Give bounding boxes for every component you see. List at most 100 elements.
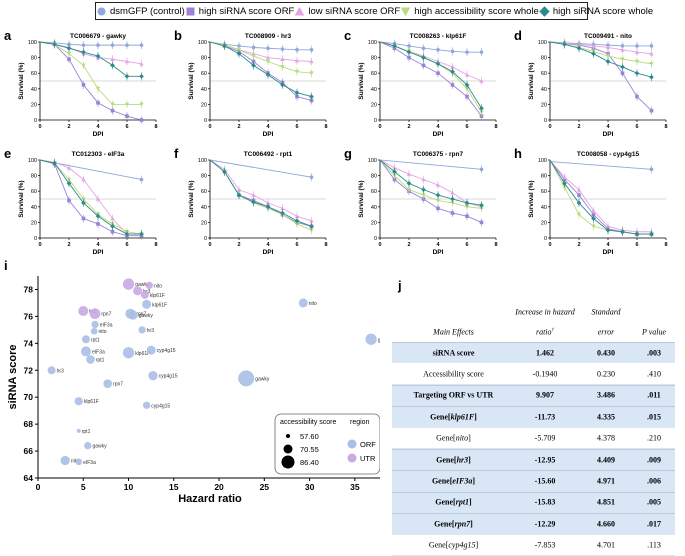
error-cell: 0.230 [597, 369, 615, 379]
x-tick-label: 0 [208, 242, 211, 248]
size-legend-label: 86.40 [300, 458, 319, 467]
scatter-point [365, 333, 377, 345]
table-row: Gene[eIF3a] -15.60 4.971 .006 [392, 470, 675, 492]
point-label: hr3 [147, 328, 154, 334]
y-tick-label: 40 [541, 205, 547, 211]
data-point [407, 44, 411, 48]
y-tick-label: 0 [34, 236, 37, 242]
scatter-point [76, 428, 81, 433]
y-tick-label: 20 [541, 102, 547, 108]
data-point [406, 187, 412, 192]
data-point [649, 62, 654, 66]
data-point [435, 61, 441, 67]
y-axis-label: Survival (%) [528, 62, 535, 99]
data-point [479, 167, 484, 172]
x-tick-label: 6 [465, 124, 468, 130]
y-tick-label: 0 [374, 118, 377, 124]
x-tick-label: 2 [407, 242, 410, 248]
x-tick-label: 2 [577, 242, 580, 248]
error-cell: 4.701 [597, 540, 615, 550]
data-point [251, 45, 256, 50]
scatter-point [86, 355, 95, 364]
size-legend-marker [286, 434, 290, 438]
panel-letter-g: g [344, 146, 352, 161]
x-tick-label: 4 [266, 242, 270, 248]
scatter-point [103, 379, 113, 389]
series-line [39, 159, 142, 235]
survival-panel-b: b TC008909 - hr3 0 20 40 60 80 100 0 2 4 6 8 Survival… [170, 28, 340, 153]
series-line [549, 159, 652, 235]
scatter-legend: accessibility score region 57.60 70.55 86.40… [274, 413, 380, 475]
scatter-point [90, 327, 98, 335]
legend-marker-shape [186, 7, 195, 15]
y-tick-label: 78 [24, 284, 34, 294]
y-tick-label: 80 [371, 174, 377, 180]
y-tick-label: 100 [368, 40, 377, 46]
pvalue-cell: .210 [647, 433, 661, 443]
data-point [406, 181, 412, 186]
x-tick-label: 8 [154, 242, 157, 248]
scatter-point [298, 298, 308, 308]
data-point [95, 53, 101, 59]
y-axis-label: Survival (%) [18, 62, 25, 99]
ratio-cell: -12.95 [534, 455, 556, 465]
table-row: Gene[klp61F] -11.73 4.335 .015 [392, 406, 675, 428]
y-tick-label: 0 [544, 118, 547, 124]
data-point [110, 108, 115, 113]
data-point [110, 102, 115, 107]
data-point [576, 45, 582, 51]
y-tick-label: 0 [34, 118, 37, 124]
data-point [139, 73, 144, 79]
survival-panel-g: g TC006375 - rpn7 0 20 40 60 80 100 0 2 4 6 8 Surviva… [340, 146, 510, 271]
series-line [39, 41, 142, 105]
data-point [620, 57, 625, 62]
scatter-point [74, 397, 83, 406]
data-point [309, 218, 314, 223]
scatter-point [133, 286, 143, 296]
data-point [66, 51, 72, 56]
pvalue-cell: .006 [647, 476, 661, 486]
error-cell: 4.971 [597, 476, 615, 486]
data-point [450, 196, 455, 202]
table-row: Gene[cyp4g15] -7.853 4.701 .113 [392, 535, 675, 556]
error-cell: 4.660 [597, 519, 615, 529]
x-tick-label: 6 [465, 242, 468, 248]
y-tick-label: 64 [24, 473, 34, 483]
data-point [620, 64, 625, 70]
data-point [392, 169, 397, 175]
data-point [309, 175, 314, 179]
legend-item-4: high siRNA score whole [539, 6, 653, 17]
data-point [464, 82, 470, 88]
data-point [450, 49, 455, 54]
data-point [265, 200, 271, 205]
series-line [209, 41, 312, 74]
panel-letter-e: e [4, 146, 12, 161]
y-tick-label: 66 [24, 446, 34, 456]
effect-cell: Gene[klp61F] [430, 412, 477, 422]
x-tick-label: 5 [81, 482, 86, 492]
series-line [549, 161, 652, 170]
point-label: klp61F [152, 302, 167, 308]
y-tick-label: 60 [371, 189, 377, 195]
series-line [549, 41, 652, 47]
point-label: gawky [135, 282, 150, 288]
panel-title: TC008909 - hr3 [245, 33, 292, 40]
y-axis-label: Survival (%) [18, 180, 25, 217]
data-point [309, 71, 314, 76]
effect-cell: Gene[rpn7] [434, 519, 473, 529]
data-point [591, 224, 596, 229]
x-tick-label: 4 [266, 124, 270, 130]
data-point [110, 63, 115, 68]
size-legend-label: 70.55 [300, 445, 319, 454]
data-point [309, 48, 314, 52]
point-label: rpt1 [96, 357, 105, 363]
survival-chart-c: TC008263 - klp61F 0 20 40 60 80 100 0 2 4 6 8 Surviv… [358, 33, 498, 138]
gene-name: rpn7 [454, 519, 471, 529]
legend-marker-shape [97, 7, 106, 15]
pvalue-cell: .011 [647, 390, 661, 400]
header-increase-top: Increase in hazard [515, 307, 575, 317]
data-point [634, 59, 640, 64]
point-label: klp61F [135, 351, 150, 357]
ratio-cell: -15.83 [534, 497, 556, 507]
legend-marker-triangle-up [295, 6, 305, 15]
